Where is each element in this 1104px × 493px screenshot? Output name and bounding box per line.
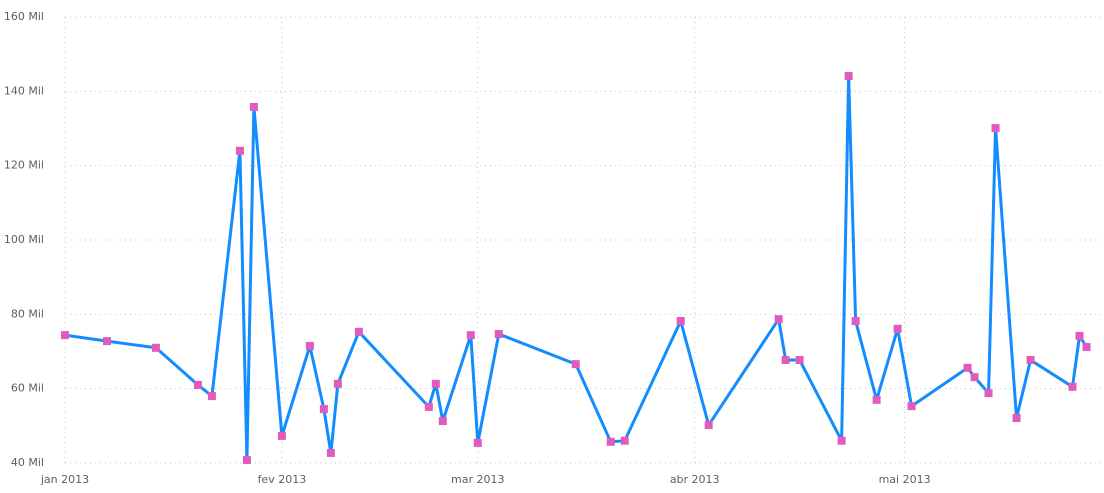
marker <box>305 341 314 350</box>
marker <box>781 356 790 365</box>
marker <box>277 431 286 440</box>
marker <box>333 379 342 388</box>
marker <box>193 380 202 389</box>
marker <box>795 356 804 365</box>
x-tick-label: mai 2013 <box>879 473 931 486</box>
marker <box>620 436 629 445</box>
marker <box>235 146 244 155</box>
marker <box>61 331 69 340</box>
marker <box>1082 343 1091 352</box>
marker <box>242 456 251 465</box>
marker <box>844 72 853 81</box>
marker <box>984 389 993 398</box>
marker <box>963 363 972 372</box>
y-tick-label: 120 Mil <box>4 159 44 172</box>
y-tick-label: 40 Mil <box>11 456 44 469</box>
marker <box>774 315 783 324</box>
x-tick-label: mar 2013 <box>451 473 504 486</box>
marker <box>676 317 685 326</box>
marker <box>1068 382 1077 391</box>
marker <box>207 392 216 401</box>
marker <box>438 417 447 426</box>
marker <box>1012 414 1021 423</box>
marker <box>893 324 902 333</box>
y-tick-label: 80 Mil <box>11 307 44 320</box>
marker <box>1075 331 1084 340</box>
marker <box>991 124 1000 133</box>
y-tick-label: 100 Mil <box>4 233 44 246</box>
marker <box>494 330 503 339</box>
marker <box>473 438 482 447</box>
marker <box>571 360 580 369</box>
marker <box>319 405 328 414</box>
marker <box>606 437 615 446</box>
marker <box>970 373 979 382</box>
marker <box>907 402 916 411</box>
line <box>64 74 1088 462</box>
marker <box>837 436 846 445</box>
x-tick-label: fev 2013 <box>258 473 307 486</box>
x-tick-label: abr 2013 <box>670 473 720 486</box>
marker <box>1026 356 1035 365</box>
marker <box>872 395 881 404</box>
marker <box>249 102 258 111</box>
marker <box>704 421 713 430</box>
marker <box>431 379 440 388</box>
marker <box>466 331 475 340</box>
y-tick-label: 140 Mil <box>4 84 44 97</box>
y-tick-label: 60 Mil <box>11 382 44 395</box>
marker <box>151 343 160 352</box>
marker <box>354 327 363 336</box>
x-tick-label: jan 2013 <box>40 473 89 486</box>
marker <box>424 402 433 411</box>
marker <box>102 337 111 346</box>
y-tick-label: 160 Mil <box>4 10 44 23</box>
marker <box>851 317 860 326</box>
marker <box>326 448 335 457</box>
